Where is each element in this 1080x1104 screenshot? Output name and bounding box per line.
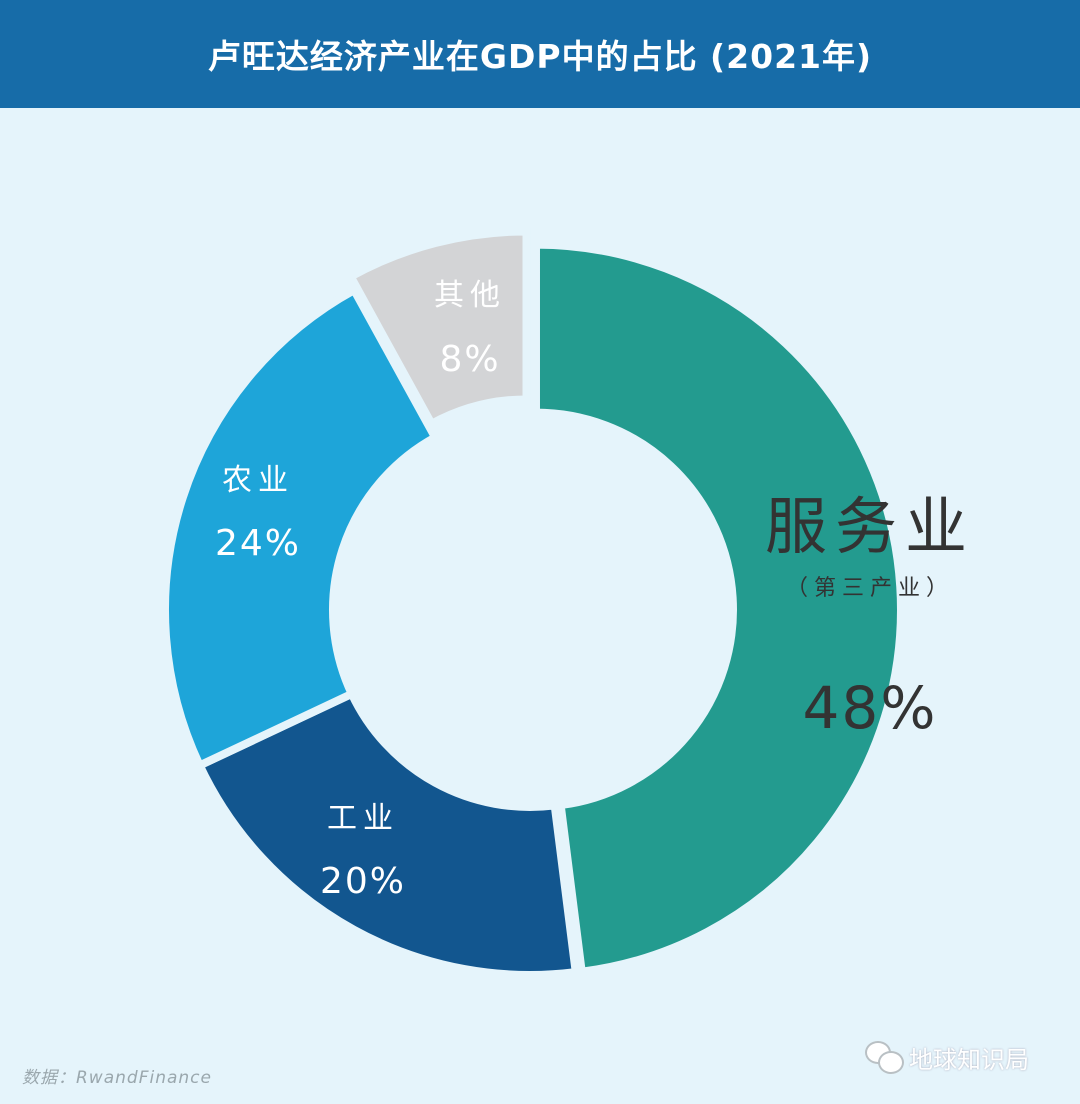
slice-value-label: 24% — [215, 523, 301, 564]
slice-value-label: 8% — [439, 339, 500, 380]
wechat-icon — [865, 1040, 905, 1075]
slice-1 — [194, 688, 581, 979]
slice-label: 服务业 — [765, 490, 975, 563]
slice-value-label: 48% — [803, 674, 938, 742]
slice-value-label: 20% — [320, 861, 406, 902]
slice-label: 工业 — [327, 801, 399, 836]
watermark-text: 地球知识局 — [909, 1046, 1029, 1074]
chart-title: 卢旺达经济产业在GDP中的占比 (2021年) — [207, 37, 873, 76]
slice-3 — [345, 227, 531, 430]
slice-sublabel: （第三产业） — [786, 576, 954, 601]
slice-label: 其他 — [434, 278, 506, 313]
slice-2 — [161, 284, 441, 771]
slice-label: 农业 — [222, 463, 294, 498]
slice-0 — [531, 240, 905, 977]
watermark: 地球知识局 — [865, 1040, 1029, 1075]
source-note: 数据：RwandFinance — [22, 1068, 212, 1088]
header-bar: 卢旺达经济产业在GDP中的占比 (2021年) — [0, 0, 1080, 108]
